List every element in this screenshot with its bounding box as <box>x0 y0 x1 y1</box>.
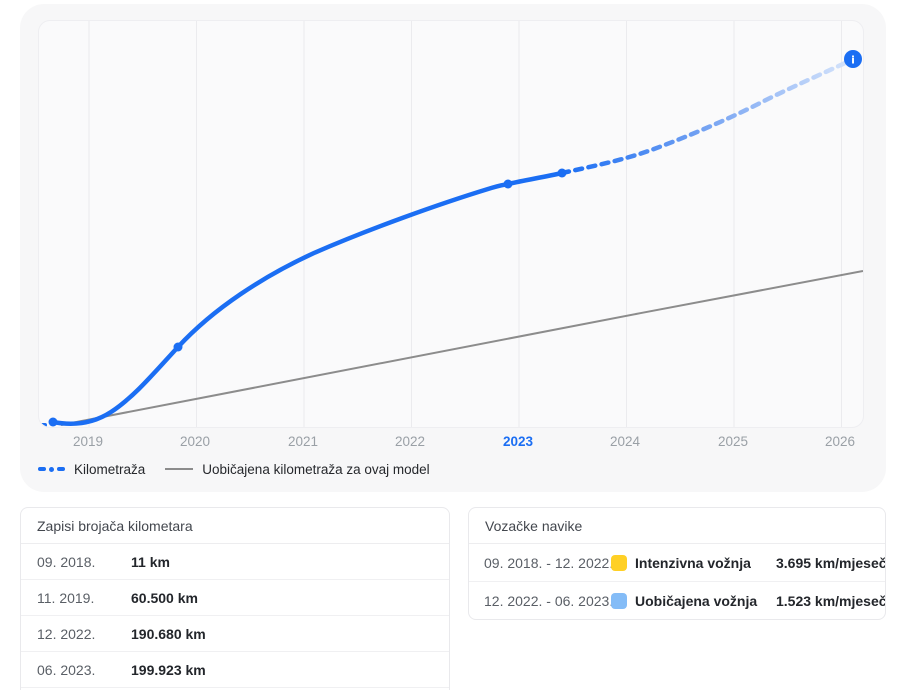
habit-period: 09. 2018. - 12. 2022. <box>484 555 614 571</box>
habit-label: Intenzivna vožnja <box>635 555 751 571</box>
habit-label: Uobičajena vožnja <box>635 593 758 609</box>
intensive-driving-swatch-icon <box>611 555 627 571</box>
table-row: 12. 2022. 190.680 km <box>21 616 449 652</box>
legend-item-model: Uobičajena kilometraža za ovaj model <box>165 461 430 477</box>
mileage-plot-area: i <box>38 20 864 428</box>
x-axis-ticks: 2019 2020 2021 2022 2023 2024 2025 2026 <box>20 434 886 452</box>
tick-2026: 2026 <box>824 434 856 449</box>
chart-legend: Kilometraža Uobičajena kilometraža za ov… <box>38 458 430 480</box>
habit-period: 12. 2022. - 06. 2023. <box>484 593 614 609</box>
model-mileage-line <box>60 270 863 426</box>
table-row: 12. 2022. - 06. 2023. Uobičajena vožnja … <box>469 582 886 619</box>
table-row: 11. 2019. 60.500 km <box>21 580 449 616</box>
habit-value: 1.523 km/mjesečno <box>776 593 886 609</box>
driving-habits-card: Vozačke navike 09. 2018. - 12. 2022. Int… <box>468 507 886 620</box>
odometer-date: 12. 2022. <box>37 626 96 642</box>
odometer-date: 09. 2018. <box>37 554 96 570</box>
gray-line-swatch-icon <box>165 468 194 470</box>
habit-value: 3.695 km/mjesečno <box>776 555 886 571</box>
tick-2020: 2020 <box>179 434 211 449</box>
habits-card-title: Vozačke navike <box>469 508 885 544</box>
tick-2023-active: 2023 <box>502 434 534 449</box>
legend-label-model: Uobičajena kilometraža za ovaj model <box>202 461 430 477</box>
tick-2021: 2021 <box>287 434 319 449</box>
tick-2022: 2022 <box>394 434 426 449</box>
odometer-value: 190.680 km <box>131 626 206 642</box>
tick-2024: 2024 <box>609 434 641 449</box>
mileage-line-solid <box>50 170 565 426</box>
table-row: 06. 2023. 199.923 km <box>21 652 449 688</box>
table-row: 09. 2018. 11 km <box>21 544 449 580</box>
tick-2019: 2019 <box>72 434 104 449</box>
odometer-card-title: Zapisi brojača kilometara <box>21 508 449 544</box>
info-icon[interactable]: i <box>844 50 862 68</box>
odometer-value: 11 km <box>131 554 170 570</box>
odometer-value: 60.500 km <box>131 590 198 606</box>
odometer-value: 199.923 km <box>131 662 206 678</box>
odometer-date: 11. 2019. <box>37 590 95 606</box>
mileage-line-projection <box>559 60 848 176</box>
mileage-data-points <box>48 168 567 427</box>
legend-item-mileage: Kilometraža <box>38 462 145 477</box>
usual-driving-swatch-icon <box>611 593 627 609</box>
gridlines <box>88 21 842 427</box>
mileage-chart-svg: i <box>39 21 863 427</box>
tick-2025: 2025 <box>717 434 749 449</box>
legend-label-mileage: Kilometraža <box>74 461 146 477</box>
dashed-line-swatch-icon <box>38 466 65 472</box>
odometer-records-card: Zapisi brojača kilometara 09. 2018. 11 k… <box>20 507 450 690</box>
odometer-date: 06. 2023. <box>37 662 96 678</box>
table-row: 09. 2018. - 12. 2022. Intenzivna vožnja … <box>469 544 885 582</box>
svg-text:i: i <box>851 54 855 67</box>
mileage-chart-card: i 2019 2020 2021 2022 2023 2024 2025 202… <box>20 4 886 492</box>
